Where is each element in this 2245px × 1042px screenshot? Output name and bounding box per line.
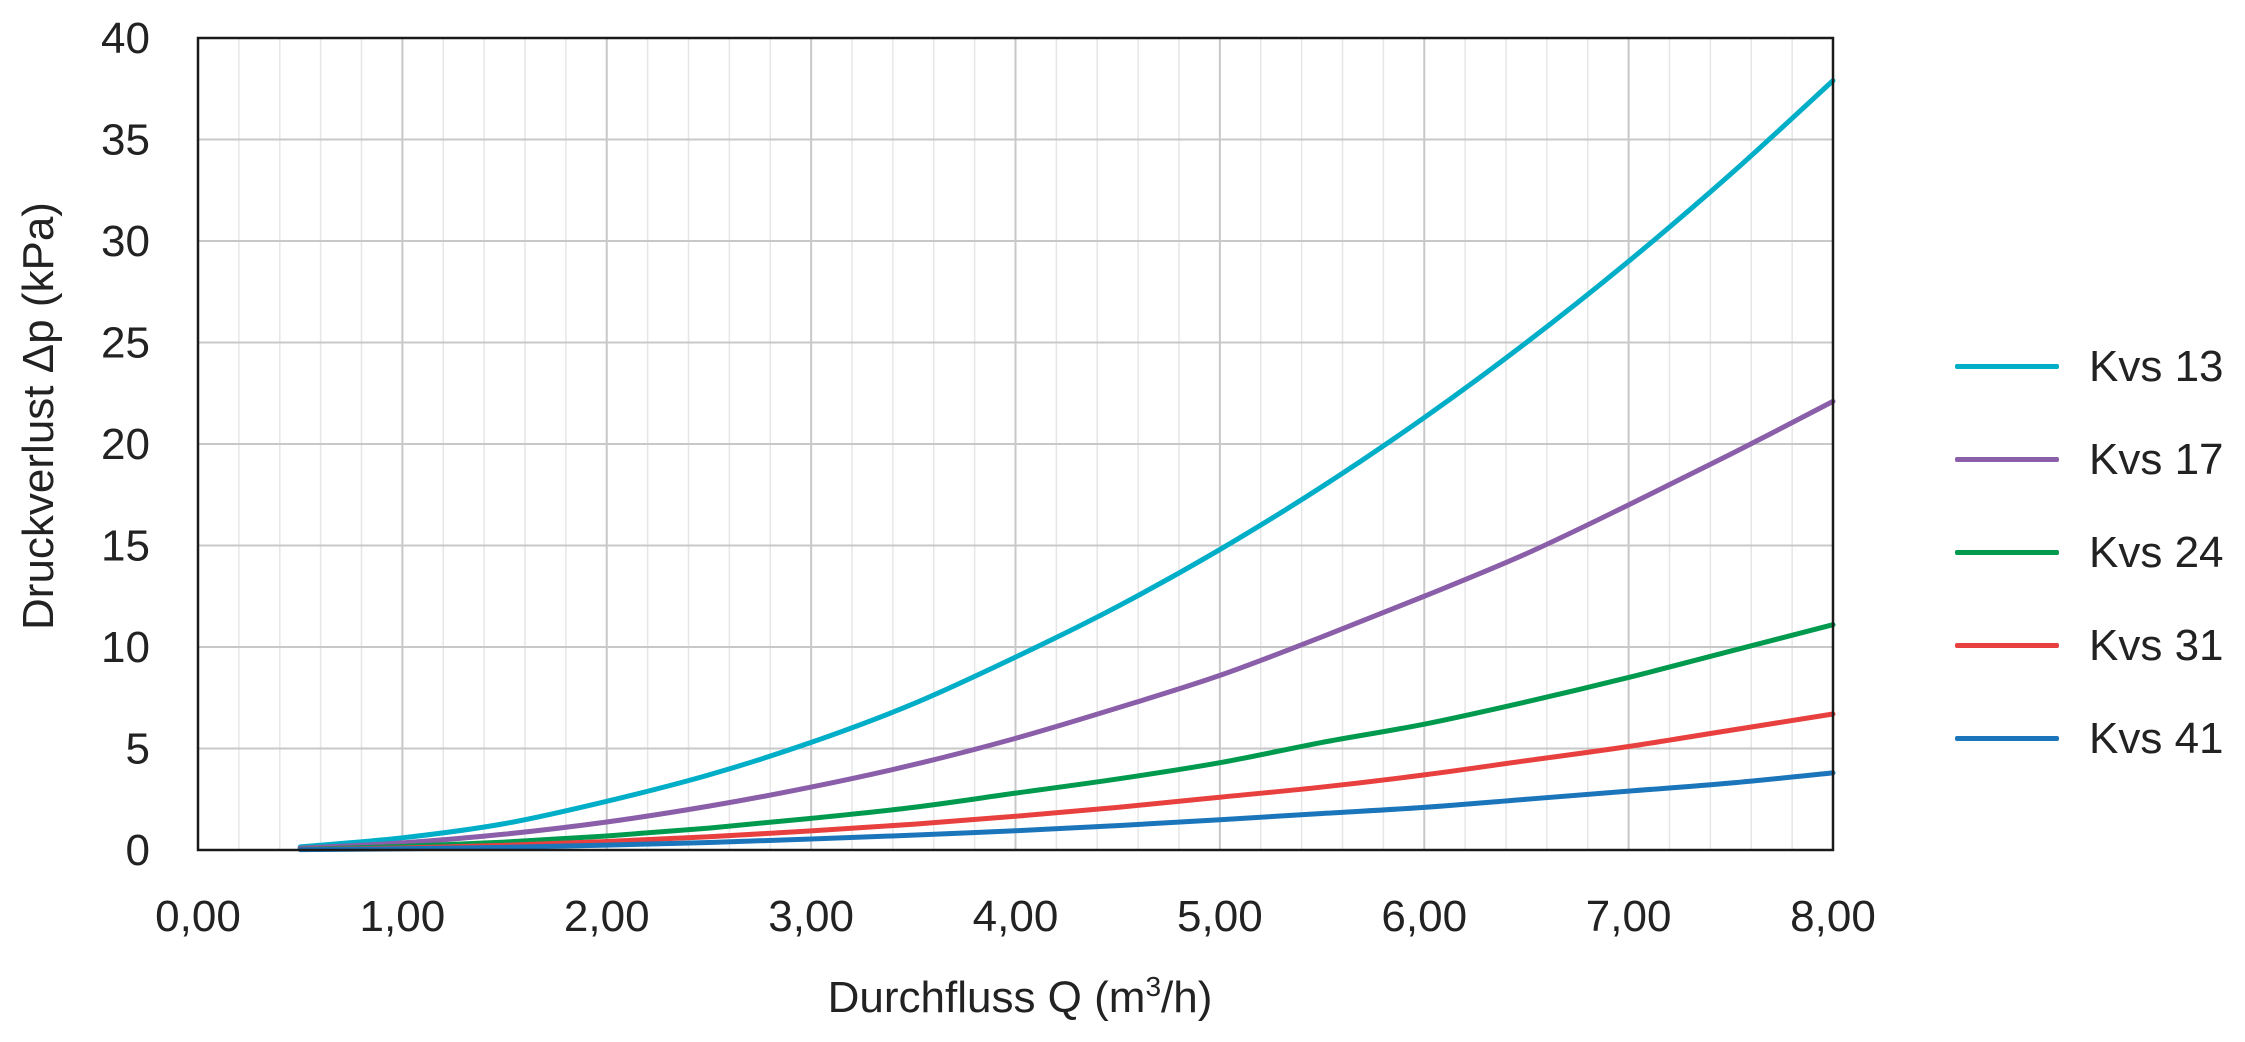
x-tick-label: 0,00 [155,892,241,941]
y-tick-label: 0 [126,826,150,875]
legend-swatch [1955,457,2059,462]
y-tick-labels: 0 5 10 15 20 25 30 35 40 [101,14,150,875]
x-tick-label: 6,00 [1381,892,1467,941]
y-tick-label: 20 [101,420,150,469]
legend-swatch [1955,550,2059,555]
legend-swatch [1955,736,2059,741]
legend-label: Kvs 24 [2089,527,2224,577]
y-tick-label: 25 [101,319,150,368]
x-tick-label: 8,00 [1790,892,1876,941]
y-tick-label: 15 [101,522,150,571]
y-axis-title: Druckverlust Δp (kPa) [14,202,63,630]
y-tick-label: 40 [101,14,150,63]
x-tick-label: 2,00 [564,892,650,941]
legend-item: Kvs 24 [1955,506,2235,599]
legend-item: Kvs 17 [1955,413,2235,506]
series-line-kvs-17 [297,398,1836,851]
x-tick-label: 5,00 [1177,892,1263,941]
x-tick-label: 3,00 [768,892,854,941]
legend-swatch [1955,364,2059,369]
y-tick-label: 10 [101,623,150,672]
legend-item: Kvs 41 [1955,692,2235,785]
x-axis-title-prefix: Durchfluss Q (m [828,973,1146,1022]
legend-item: Kvs 13 [1955,320,2235,413]
x-tick-label: 4,00 [973,892,1059,941]
legend-label: Kvs 13 [2089,341,2224,391]
x-axis-title: Durchfluss Q (m3/h) [828,971,1213,1022]
series-line-kvs-13 [297,78,1836,850]
series-line-kvs-41 [297,770,1836,853]
series-line-kvs-31 [297,711,1836,852]
y-tick-label: 30 [101,217,150,266]
x-axis-title-superscript: 3 [1145,971,1161,1002]
plot-frame [196,36,1835,852]
legend-label: Kvs 17 [2089,434,2224,484]
x-tick-label: 7,00 [1586,892,1672,941]
y-tick-label: 35 [101,116,150,165]
legend-item: Kvs 31 [1955,599,2235,692]
y-tick-label: 5 [126,725,150,774]
legend-label: Kvs 41 [2089,713,2224,763]
legend-swatch [1955,643,2059,648]
legend: Kvs 13 Kvs 17 Kvs 24 Kvs 31 Kvs 41 [1955,320,2235,785]
legend-label: Kvs 31 [2089,620,2224,670]
series-line-kvs-24 [297,622,1836,852]
x-axis-title-suffix: /h) [1161,973,1212,1022]
x-tick-labels: 0,00 1,00 2,00 3,00 4,00 5,00 6,00 7,00 8,00 [155,892,1876,941]
series-lines [297,78,1836,853]
x-tick-label: 1,00 [360,892,446,941]
